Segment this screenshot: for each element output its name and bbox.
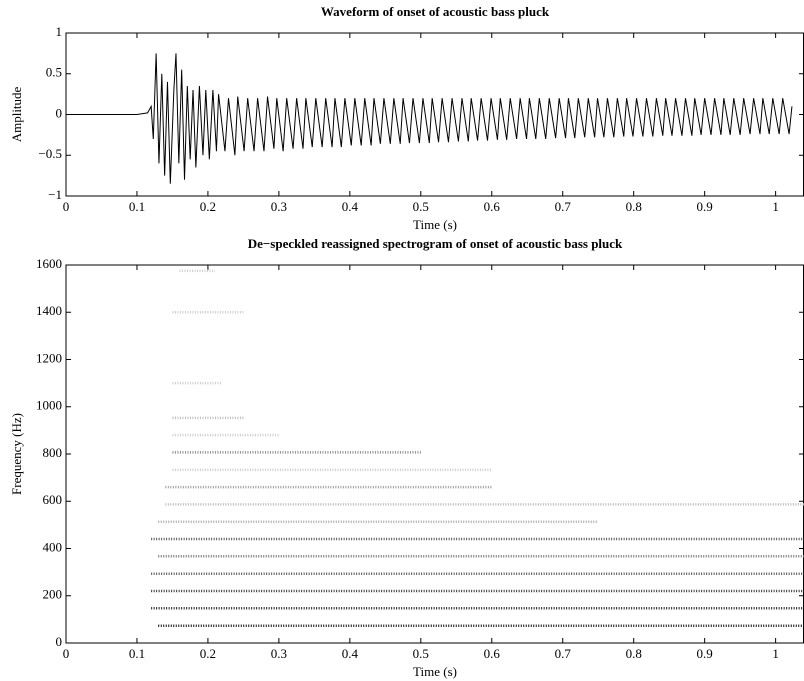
chart-title: Waveform of onset of acoustic bass pluck xyxy=(321,4,550,19)
x-axis-label: Time (s) xyxy=(413,217,457,232)
x-tick-label: 0.7 xyxy=(555,199,572,214)
y-tick-label: 1000 xyxy=(36,398,62,413)
x-tick-label: 0.3 xyxy=(271,199,287,214)
x-tick-label: 0.3 xyxy=(271,646,287,661)
x-tick-label: 0.4 xyxy=(342,199,359,214)
x-tick-label: 0.4 xyxy=(342,646,359,661)
y-axis-label: Amplitude xyxy=(9,86,24,142)
plot-frame xyxy=(65,264,804,644)
x-tick-label: 0.1 xyxy=(129,199,145,214)
y-tick-label: 1 xyxy=(56,24,63,39)
x-tick-label: 0.8 xyxy=(626,646,642,661)
y-tick-label: 0.5 xyxy=(46,65,62,80)
x-tick-label: 0 xyxy=(63,646,70,661)
x-tick-label: 0.5 xyxy=(413,199,429,214)
x-tick-label: 0.9 xyxy=(697,646,713,661)
x-tick-label: 0.2 xyxy=(200,646,216,661)
x-axis-label: Time (s) xyxy=(413,664,457,679)
y-tick-label: 200 xyxy=(43,587,63,602)
x-tick-label: 0.2 xyxy=(200,199,216,214)
x-tick-label: 1 xyxy=(772,646,779,661)
x-tick-label: 0.8 xyxy=(626,199,642,214)
y-tick-label: 1200 xyxy=(36,350,62,365)
chart-title: De−speckled reassigned spectrogram of on… xyxy=(248,236,623,251)
y-tick-label: 0 xyxy=(56,634,63,649)
x-tick-label: 1 xyxy=(772,199,779,214)
x-tick-label: 0.1 xyxy=(129,646,145,661)
y-tick-label: −1 xyxy=(48,187,62,202)
x-tick-label: 0.7 xyxy=(555,646,572,661)
x-tick-label: 0.5 xyxy=(413,646,429,661)
x-tick-label: 0.9 xyxy=(697,199,713,214)
data-line xyxy=(66,53,793,184)
y-tick-label: −0.5 xyxy=(38,146,62,161)
y-axis-label: Frequency (Hz) xyxy=(9,413,24,495)
x-tick-label: 0 xyxy=(63,199,70,214)
y-tick-label: 600 xyxy=(43,492,63,507)
y-tick-label: 1600 xyxy=(36,256,62,271)
y-tick-label: 0 xyxy=(56,105,63,120)
y-tick-label: 800 xyxy=(43,445,63,460)
y-tick-label: 1400 xyxy=(36,303,62,318)
x-tick-label: 0.6 xyxy=(484,646,501,661)
y-tick-label: 400 xyxy=(43,539,63,554)
x-tick-label: 0.6 xyxy=(484,199,501,214)
